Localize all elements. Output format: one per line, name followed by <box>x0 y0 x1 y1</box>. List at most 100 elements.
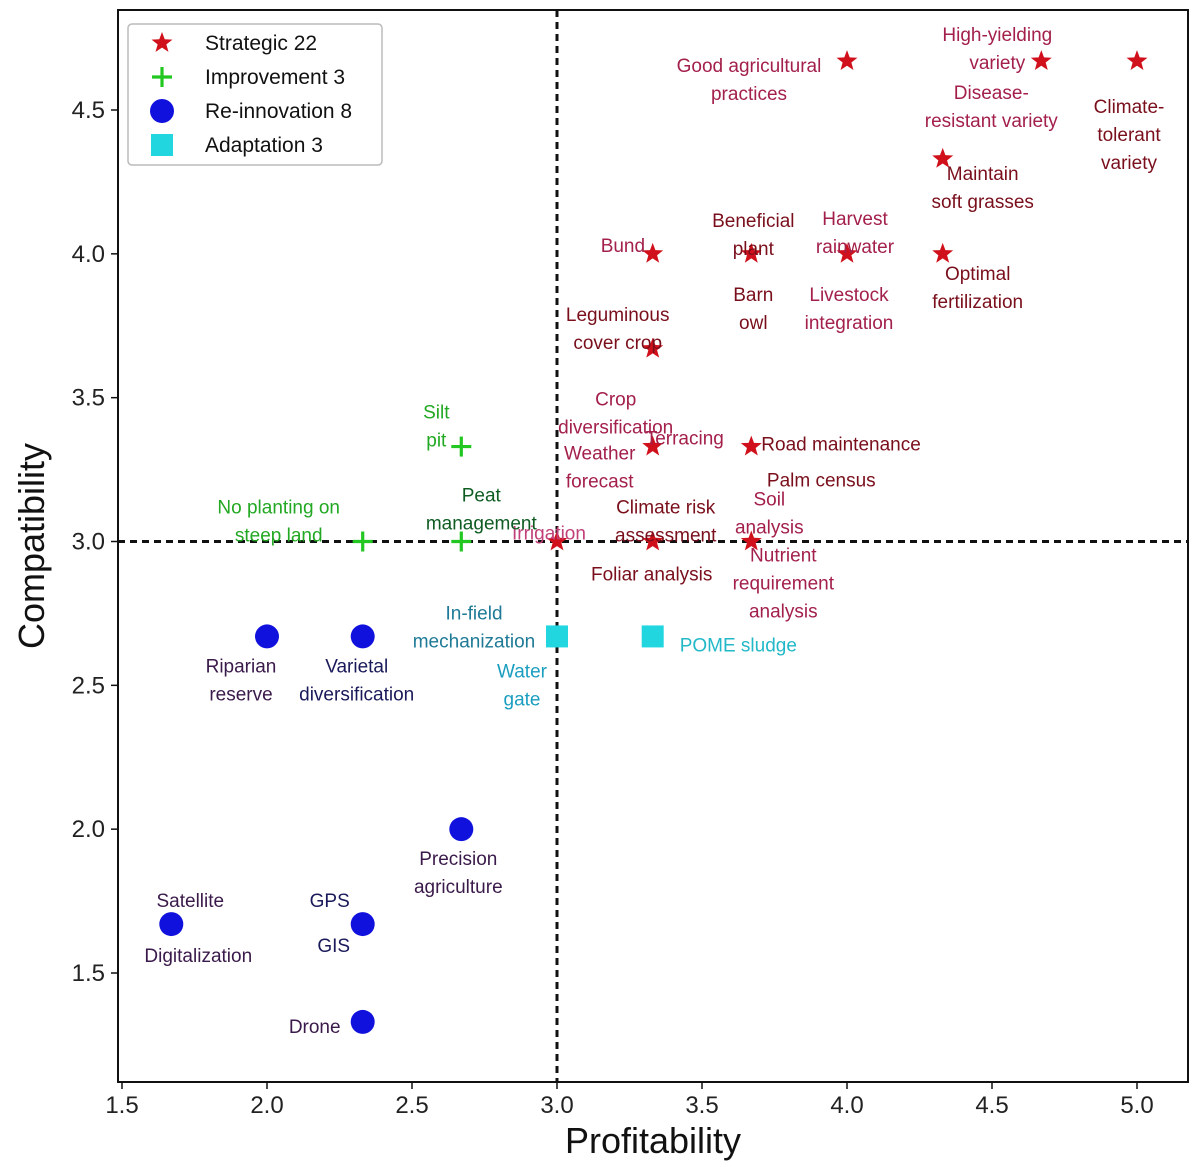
data-label-line: No planting on <box>217 498 340 519</box>
data-label-line: Leguminous <box>566 305 670 326</box>
data-label: Drone <box>289 1017 341 1038</box>
star-data-point <box>642 337 664 358</box>
data-label: Climate risk assessment <box>615 498 717 547</box>
data-label: Barn owl <box>733 285 773 334</box>
data-label: Varietal diversification <box>299 656 414 705</box>
data-label-line: Nutrient <box>750 546 817 567</box>
data-label: Precision agriculture <box>414 849 503 898</box>
star-data-point <box>546 530 568 551</box>
data-label: Harvest rainwater <box>816 209 895 258</box>
data-label-line: In-field <box>445 603 502 624</box>
axis-ticks: 1.5 2.0 2.5 3.0 3.5 4.0 4.5 5.0 1.5 2.0 2.5 3.0 3.5 4… <box>72 97 1154 1119</box>
legend-label: Re-innovation 8 <box>205 100 352 123</box>
data-label-line: owl <box>739 313 768 334</box>
data-label-line: Beneficial <box>712 211 794 232</box>
plot-border <box>117 9 1189 1083</box>
legend-circle-marker <box>150 99 174 123</box>
data-label-line: Optimal <box>945 264 1010 285</box>
circle-data-point <box>159 912 184 937</box>
data-points <box>159 50 1148 1034</box>
data-label-line: Soil <box>753 490 785 511</box>
star-data-point <box>740 435 762 456</box>
legend-plus-marker <box>152 67 172 87</box>
circle-data-point <box>350 1009 375 1034</box>
y-tick-label: 3.5 <box>72 385 105 412</box>
y-tick-label: 4.0 <box>72 241 105 268</box>
data-label-line: Harvest <box>822 209 888 230</box>
data-label-line: Road maintenance <box>761 435 921 456</box>
data-label: Good agricultural practices <box>677 56 822 105</box>
data-label-line: Weather <box>564 444 636 465</box>
x-tick-label: 3.0 <box>540 1092 573 1119</box>
data-label-line: rainwater <box>816 237 895 258</box>
star-data-point <box>836 50 858 70</box>
legend-square-marker <box>151 134 173 156</box>
data-label-line: Climate risk <box>616 498 716 519</box>
data-label-line: fertilization <box>932 292 1023 313</box>
circle-data-point <box>350 912 375 937</box>
data-label-line: Irrigation <box>512 524 586 545</box>
data-label: In-field mechanization <box>413 603 536 652</box>
plus-data-point <box>352 531 373 552</box>
data-label-line: Digitalization <box>144 946 252 967</box>
data-label: Silt pit <box>423 403 450 452</box>
data-label: Palm census <box>767 471 876 492</box>
data-label-line: diversification <box>558 418 673 439</box>
legend-label: Strategic 22 <box>205 32 317 55</box>
star-data-point <box>1126 50 1148 70</box>
data-label-line: POME sludge <box>680 635 797 656</box>
data-label-line: Barn <box>733 285 773 306</box>
y-tick-label: 2.5 <box>72 672 105 699</box>
star-data-point <box>740 242 762 263</box>
star-data-point <box>642 530 664 551</box>
x-tick-label: 2.0 <box>250 1092 283 1119</box>
data-label-line: Bund <box>601 236 645 257</box>
data-label-line: mechanization <box>413 631 536 652</box>
data-label-line: tolerant <box>1097 125 1161 146</box>
data-label-line: plant <box>733 239 775 260</box>
data-label-line: variety <box>969 53 1025 74</box>
plot-frame <box>117 9 1189 1083</box>
data-label-line: reserve <box>209 684 272 705</box>
data-label: GPS <box>310 891 350 912</box>
data-label: Peat management <box>426 486 538 535</box>
star-data-point <box>740 530 762 551</box>
legend-label: Adaptation 3 <box>205 134 323 157</box>
data-label-line: diversification <box>299 684 414 705</box>
legend-box <box>127 23 383 166</box>
data-label: No planting on steep land <box>217 498 340 547</box>
data-label-line: analysis <box>749 602 818 623</box>
data-label-line: Peat <box>462 486 502 507</box>
data-label-line: Climate- <box>1094 97 1165 118</box>
square-data-point <box>641 625 664 648</box>
x-tick-label: 5.0 <box>1120 1092 1153 1119</box>
data-label: Foliar analysis <box>591 565 712 586</box>
data-label-line: Livestock <box>809 285 889 306</box>
data-label: Beneficial plant <box>712 211 794 260</box>
star-data-point <box>1030 50 1052 70</box>
star-data-point <box>932 147 954 168</box>
data-label-line: GIS <box>317 936 350 957</box>
data-label-line: gate <box>504 689 541 710</box>
data-label-line: Varietal <box>325 656 388 677</box>
data-label-line: cover crop <box>573 333 662 354</box>
star-data-point <box>642 242 664 263</box>
plus-data-point <box>451 436 472 457</box>
star-data-point <box>642 435 664 456</box>
data-label: Crop diversification <box>558 390 673 439</box>
data-label-line: Foliar analysis <box>591 565 712 586</box>
data-label: Riparian reserve <box>206 656 277 705</box>
data-label-line: Terracing <box>646 429 724 450</box>
data-label-line: requirement <box>733 574 835 595</box>
x-axis-title: Profitability <box>565 1120 741 1161</box>
data-label-line: Riparian <box>206 656 277 677</box>
star-data-point <box>932 242 954 263</box>
data-label-line: GPS <box>310 891 350 912</box>
data-label: Water gate <box>497 661 548 710</box>
data-label: Disease-resistant variety <box>925 83 1059 132</box>
legend: Strategic 22 Improvement 3 Re-innovation 8… <box>127 23 383 166</box>
x-tick-label: 4.0 <box>830 1092 863 1119</box>
y-tick-label: 4.5 <box>72 97 105 124</box>
data-label: Soil analysis <box>735 490 804 539</box>
data-label-line: resistant variety <box>925 111 1059 132</box>
